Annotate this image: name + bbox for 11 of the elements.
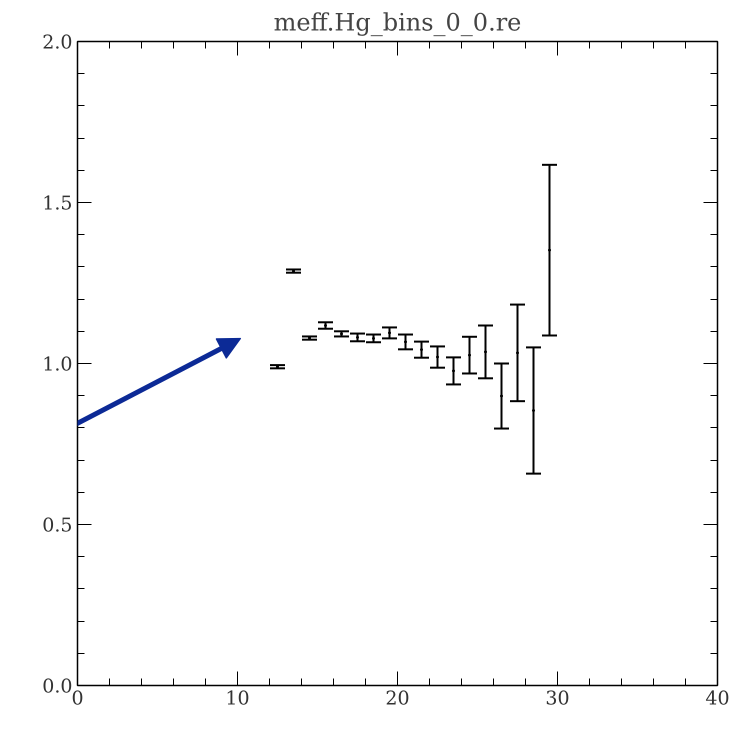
chart-title: meff.Hg_bins_0_0.re [274, 8, 522, 36]
y-tick-label: 0.0 [42, 676, 72, 698]
y-tick-label: 1.5 [42, 192, 72, 214]
x-tick-label: 40 [705, 688, 730, 710]
x-tick-label: 20 [385, 688, 410, 710]
y-tick-label: 2.0 [42, 32, 72, 54]
x-tick-label: 0 [71, 688, 84, 710]
x-tick-label: 10 [225, 688, 250, 710]
x-tick-label: 30 [545, 688, 570, 710]
y-tick-label: 1.0 [42, 354, 72, 376]
y-tick-label: 0.5 [42, 514, 72, 536]
